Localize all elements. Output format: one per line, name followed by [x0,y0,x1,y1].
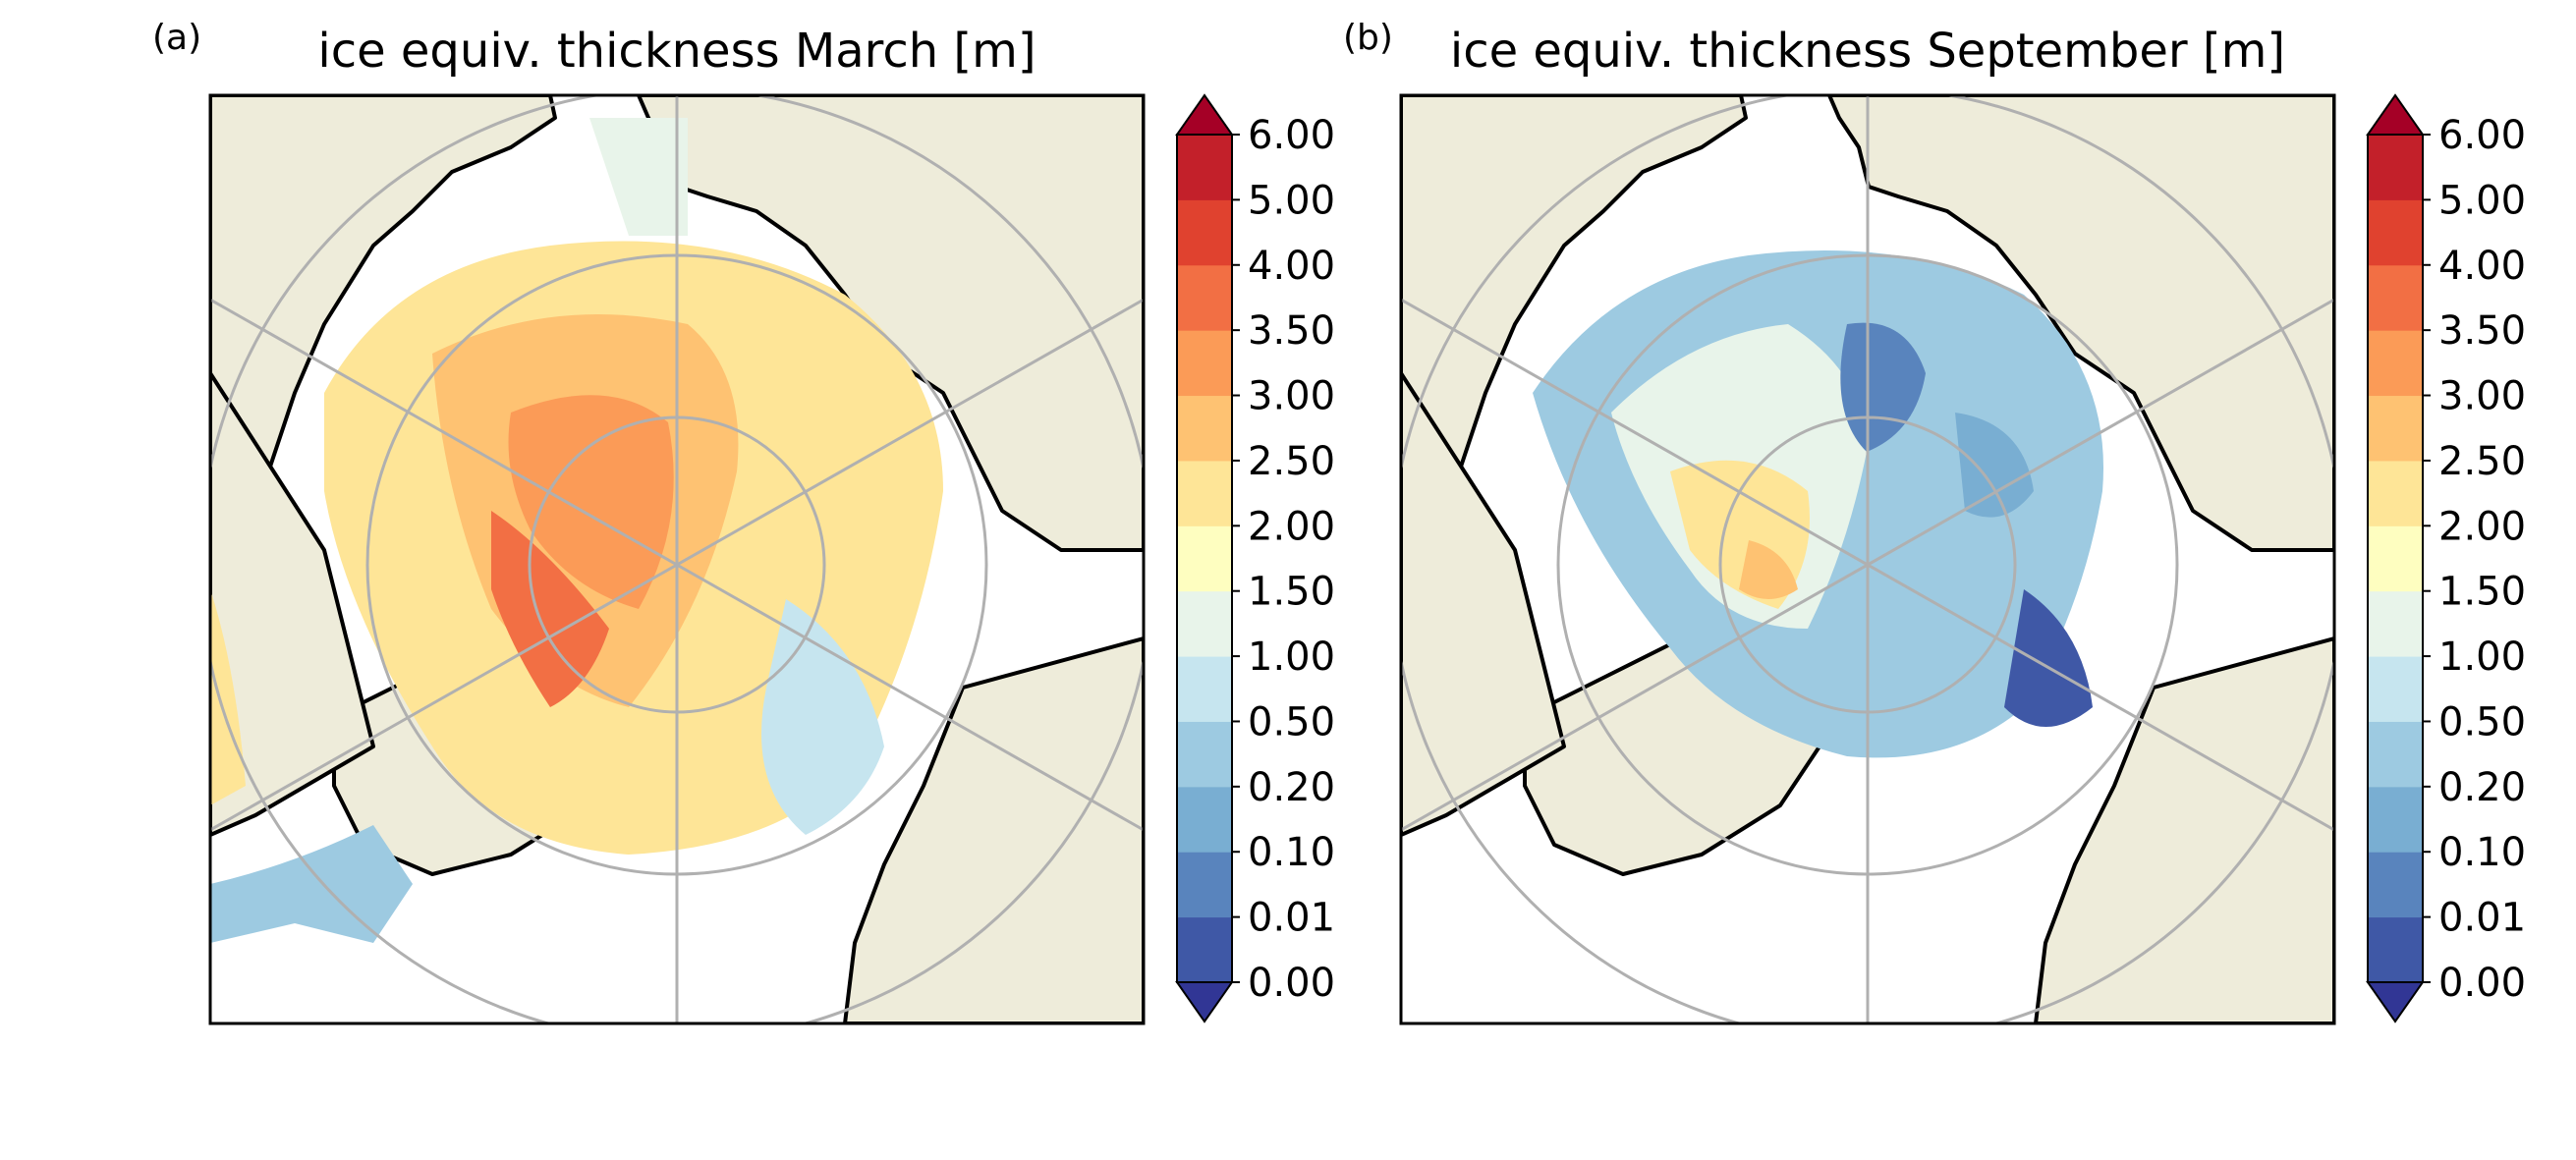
colorbar-tick-label: 2.50 [2438,439,2526,484]
colorbar-segment [2368,135,2423,200]
map-b [1401,95,2334,1023]
colorbar-tick-label: 3.00 [1248,374,1335,419]
colorbar-segment [2368,460,2423,526]
colorbar-outline [2367,134,2424,983]
colorbar-segment [1177,786,1232,853]
colorbar-segment [2368,721,2423,788]
panel-a-title: ice equiv. thickness March [m] [317,24,1036,79]
map-b-ice [1533,250,2103,758]
colorbar-segment [2368,199,2423,266]
colorbar-tick-label: 5.00 [2438,178,2526,223]
colorbar-over-triangle [2366,93,2425,136]
colorbar-tick-label: 4.00 [1248,244,1335,289]
colorbar-segment [1177,135,1232,200]
map-b-graticule [1401,95,2334,1023]
colorbar-segment [1177,721,1232,788]
colorbar-over-triangle [1175,93,1234,136]
colorbar-segment [2368,852,2423,918]
colorbar-tick-label: 0.01 [1248,896,1335,941]
colorbar-a: 0.00 0.01 0.10 0.20 0.50 1.00 1.50 2.00 2.50 3.00… [1175,93,1335,1023]
colorbar-tick-label: 1.00 [1248,635,1335,680]
colorbar-segment [2368,395,2423,462]
colorbar-segment [2368,330,2423,397]
colorbar-tick-label: 2.50 [1248,439,1335,484]
colorbar-tick-label: 5.00 [1248,178,1335,223]
colorbar-segment [1177,852,1232,918]
panel-b: (b) ice equiv. thickness September [m] [1343,18,2336,1025]
map-a-graticule [210,95,1144,1023]
colorbar-segment [2368,590,2423,657]
colorbar-segment [1177,199,1232,266]
map-a [210,95,1144,1023]
panel-b-label: (b) [1343,18,1393,58]
colorbar-tick-label: 1.00 [2438,635,2526,680]
colorbar-segment [1177,460,1232,526]
map-b-frame [1399,93,2336,1025]
colorbar-tick-label: 2.00 [1248,504,1335,549]
colorbar-under-triangle [2366,981,2425,1023]
colorbar-tick-label: 1.50 [2438,570,2526,615]
colorbar-under-triangle [1175,981,1234,1023]
colorbar-segment [1177,590,1232,657]
colorbar-tick-label: 6.00 [2438,113,2526,158]
colorbar-tick-label: 0.10 [2438,830,2526,875]
colorbar-segment [1177,525,1232,592]
colorbar-segment [2368,264,2423,331]
colorbar-tick-label: 3.50 [2438,308,2526,354]
colorbar-tick-label: 0.10 [1248,830,1335,875]
panel-a: (a) ice equiv. thickness March [m] [152,18,1146,1025]
map-a-frame [208,93,1146,1025]
colorbar-tick-label: 4.00 [2438,244,2526,289]
colorbar-tick-label: 3.00 [2438,374,2526,419]
colorbar-tick-label: 1.50 [1248,570,1335,615]
map-b-land [1401,95,2334,1023]
colorbar-tick-label: 0.20 [2438,765,2526,810]
panel-a-label: (a) [152,18,201,58]
colorbar-b: 0.00 0.01 0.10 0.20 0.50 1.00 1.50 2.00 2.50 3.00… [2366,93,2526,1023]
colorbar-segment [1177,395,1232,462]
colorbar-segment [2368,916,2423,983]
colorbar-tick-label: 3.50 [1248,308,1335,354]
colorbar-segment [1177,916,1232,983]
colorbar-outline [1176,134,1233,983]
colorbar-tick-label: 0.01 [2438,896,2526,941]
colorbar-tick-label: 0.00 [2438,961,2526,1006]
colorbar-segment [1177,330,1232,397]
panel-b-title: ice equiv. thickness September [m] [1450,24,2285,79]
colorbar-segment [2368,786,2423,853]
colorbar-tick-label: 2.00 [2438,504,2526,549]
colorbar-tick-label: 0.00 [1248,961,1335,1006]
colorbar-segment [2368,525,2423,592]
colorbar-tick-label: 0.20 [1248,765,1335,810]
colorbar-tick-label: 0.50 [1248,699,1335,745]
colorbar-tick-label: 6.00 [1248,113,1335,158]
colorbar-segment [1177,264,1232,331]
colorbar-segment [1177,656,1232,722]
colorbar-tick-label: 0.50 [2438,699,2526,745]
colorbar-segment [2368,656,2423,722]
